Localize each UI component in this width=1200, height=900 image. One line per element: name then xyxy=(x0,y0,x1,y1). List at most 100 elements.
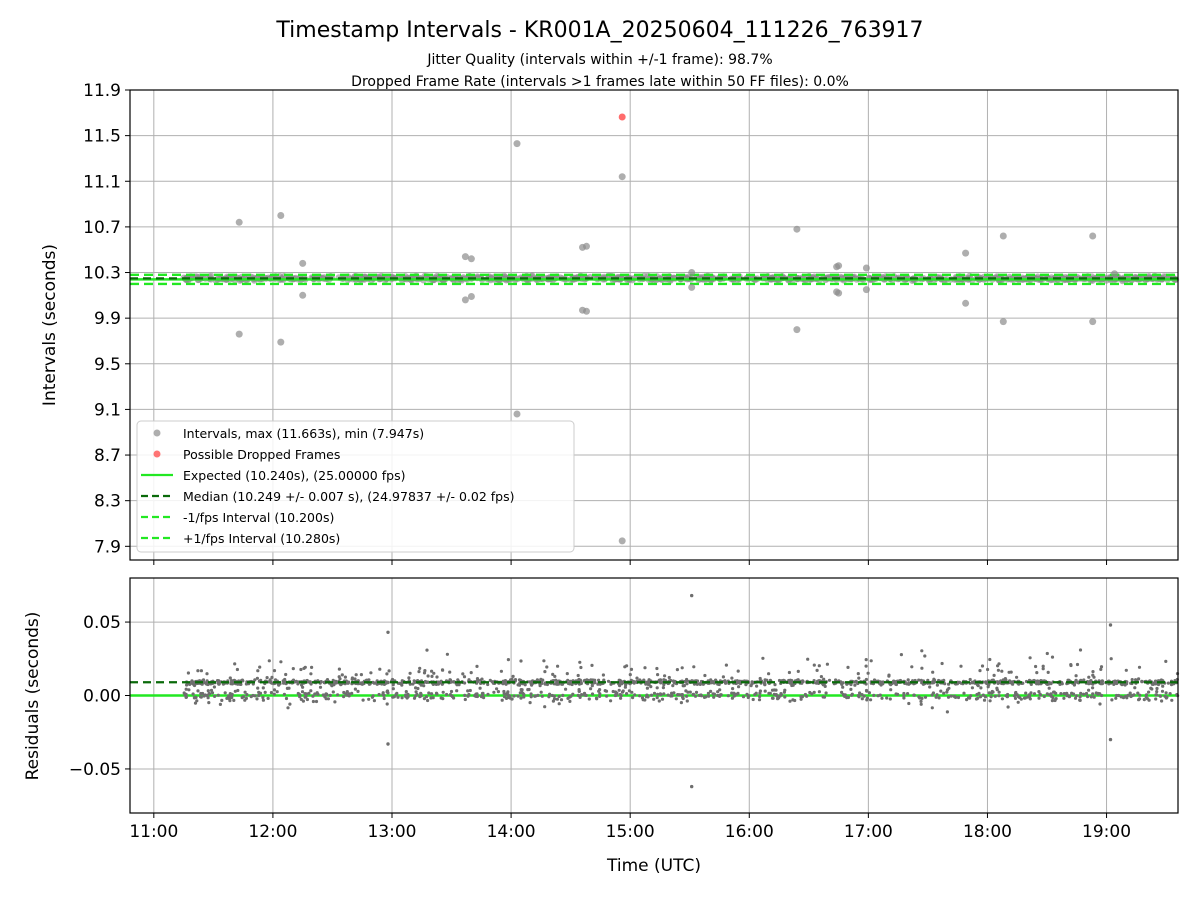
residual-point xyxy=(436,681,440,685)
residual-point xyxy=(367,697,371,701)
residual-point xyxy=(768,691,772,696)
residual-point xyxy=(302,666,306,671)
residual-point xyxy=(1087,675,1091,679)
residual-point xyxy=(217,682,221,686)
residual-point xyxy=(422,671,427,675)
residual-point xyxy=(1027,678,1032,682)
residual-point xyxy=(490,680,494,684)
residual-point xyxy=(840,690,844,695)
residual-point xyxy=(212,685,216,689)
residual-point xyxy=(194,695,198,700)
residual-point xyxy=(736,669,740,673)
residual-point xyxy=(988,657,992,662)
residual-point xyxy=(1113,680,1117,684)
residual-point xyxy=(463,697,467,702)
residual-point xyxy=(788,699,792,703)
residual-point xyxy=(457,683,461,687)
residual-point xyxy=(779,692,783,696)
residual-point xyxy=(253,694,257,698)
residual-point xyxy=(547,695,551,699)
legend-dropped-marker xyxy=(153,450,161,458)
residual-point xyxy=(463,693,467,698)
residual-point xyxy=(422,697,426,701)
residual-point xyxy=(666,693,670,697)
residual-point xyxy=(1154,697,1158,701)
residual-point xyxy=(371,680,375,685)
residual-point xyxy=(770,696,775,700)
residual-point xyxy=(796,669,800,674)
x-axis-label: Time (UTC) xyxy=(606,856,701,876)
residual-point xyxy=(618,684,622,688)
residual-point xyxy=(889,688,893,692)
x-tick-label: 11:00 xyxy=(129,822,178,842)
residual-point xyxy=(288,702,292,706)
residual-point xyxy=(1038,692,1042,696)
residual-point xyxy=(688,690,692,694)
residual-point xyxy=(263,690,267,695)
residual-point xyxy=(516,694,520,698)
residual-point xyxy=(755,684,759,688)
residual-point xyxy=(661,686,666,690)
residual-point xyxy=(1140,679,1144,684)
residual-point xyxy=(466,689,470,693)
interval-outlier-point xyxy=(1111,270,1118,278)
residual-point xyxy=(372,699,376,703)
residual-point xyxy=(1089,695,1093,699)
residual-point xyxy=(315,691,319,695)
residual-point xyxy=(1150,682,1154,686)
residual-point xyxy=(679,701,684,705)
residual-point xyxy=(387,669,391,673)
residual-point xyxy=(623,665,627,669)
residual-point xyxy=(671,684,675,688)
residual-point xyxy=(245,693,249,697)
residual-point xyxy=(1062,696,1066,700)
residual-point xyxy=(624,683,628,687)
residual-point xyxy=(984,680,988,684)
residual-point xyxy=(997,694,1001,698)
interval-outlier-point xyxy=(793,326,801,334)
residual-point xyxy=(920,681,924,685)
residual-point xyxy=(536,693,540,698)
residual-point xyxy=(269,691,273,695)
residual-point xyxy=(435,692,439,696)
residual-point xyxy=(1128,691,1132,695)
residual-point xyxy=(619,694,623,698)
residual-point xyxy=(1164,696,1168,700)
residual-point xyxy=(275,690,279,694)
residual-point xyxy=(645,686,650,690)
residual-point xyxy=(753,693,757,697)
residual-point xyxy=(657,699,661,703)
residuals-panel: 11:00 12:00 13:00 14:00 15:00 16:00 17:00 18:00… xyxy=(23,577,1180,876)
residual-point xyxy=(1164,691,1168,695)
residual-point xyxy=(997,690,1001,694)
residual-point xyxy=(990,678,994,682)
residual-point xyxy=(533,694,537,698)
residual-point xyxy=(869,698,873,702)
residual-point xyxy=(1092,695,1096,699)
residual-point xyxy=(196,689,200,693)
residual-point xyxy=(200,682,204,686)
residual-point xyxy=(995,686,999,690)
residual-point xyxy=(675,668,680,672)
residual-point xyxy=(717,682,721,687)
interval-outlier-point xyxy=(299,291,307,299)
residual-point xyxy=(1155,686,1159,691)
residual-point xyxy=(356,689,360,694)
residual-point xyxy=(628,673,632,677)
legend-box xyxy=(136,420,575,553)
residual-point xyxy=(975,692,979,697)
residual-point xyxy=(949,694,953,698)
residual-point xyxy=(992,673,996,678)
residual-point xyxy=(674,697,678,701)
residual-point xyxy=(997,662,1001,666)
residual-point xyxy=(790,681,794,685)
intervals-y-tick-label: 10.7 xyxy=(83,218,121,238)
residual-point xyxy=(631,696,635,700)
interval-outlier-point xyxy=(618,173,626,181)
residual-point xyxy=(400,696,404,700)
residual-point xyxy=(956,695,961,700)
residual-point xyxy=(902,694,906,698)
residual-point xyxy=(1006,692,1010,697)
residual-point xyxy=(656,692,660,696)
residual-point xyxy=(448,670,452,674)
